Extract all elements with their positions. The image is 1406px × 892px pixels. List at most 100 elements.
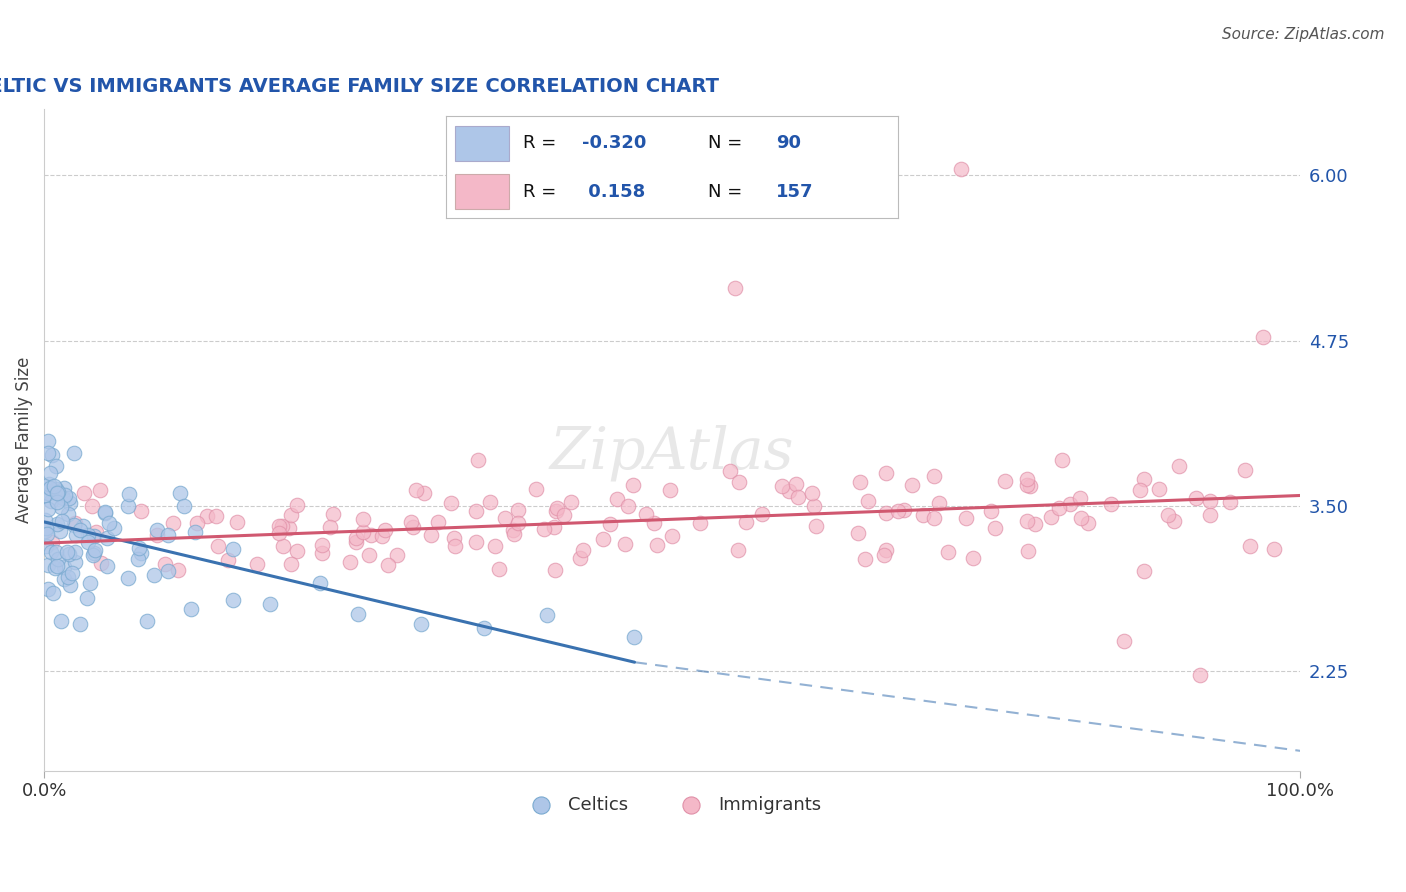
Point [51, 615, 73, 629]
Point [41, 534, 63, 549]
Point [374, 524, 396, 538]
Point [1199, 494, 1222, 508]
Text: CELTIC VS IMMIGRANTS AVERAGE FAMILY SIZE CORRELATION CHART: CELTIC VS IMMIGRANTS AVERAGE FAMILY SIZE… [0, 78, 718, 96]
Point [173, 499, 195, 513]
Point [1017, 478, 1039, 492]
Point [385, 548, 408, 562]
Point [402, 519, 425, 533]
Point [728, 475, 751, 490]
Point [553, 508, 575, 522]
Point [45, 485, 67, 500]
Point [1017, 472, 1039, 486]
Text: ZipAtlas: ZipAtlas [550, 425, 794, 482]
Point [893, 503, 915, 517]
Point [84, 525, 107, 540]
Point [689, 516, 711, 530]
Point [377, 558, 399, 572]
Point [69, 616, 91, 631]
Point [246, 557, 269, 571]
Point [37, 486, 59, 500]
Point [117, 499, 139, 513]
Text: Source: ZipAtlas.com: Source: ZipAtlas.com [1222, 27, 1385, 42]
Point [502, 524, 524, 538]
Point [1015, 514, 1038, 528]
Point [69, 523, 91, 537]
Point [153, 557, 176, 571]
Point [96, 559, 118, 574]
Point [1114, 634, 1136, 648]
Point [724, 281, 747, 295]
Point [346, 534, 368, 549]
Point [51, 500, 73, 514]
Point [49, 524, 72, 538]
Point [83, 528, 105, 542]
Point [156, 527, 179, 541]
Point [45, 495, 67, 509]
Point [167, 563, 190, 577]
Point [146, 527, 169, 541]
Point [65, 545, 87, 559]
Point [848, 526, 870, 541]
Point [1047, 501, 1070, 516]
Point [59, 578, 82, 592]
Point [259, 597, 281, 611]
Point [1024, 517, 1046, 532]
Point [44, 561, 66, 575]
Point [128, 541, 150, 556]
Point [41, 448, 63, 462]
Point [955, 511, 977, 525]
Point [48, 485, 70, 500]
Point [352, 512, 374, 526]
Point [311, 546, 333, 560]
Point [285, 544, 308, 558]
Point [770, 479, 793, 493]
Point [401, 515, 423, 529]
Point [803, 500, 825, 514]
Point [94, 506, 117, 520]
Point [443, 531, 465, 545]
Point [169, 485, 191, 500]
Point [464, 504, 486, 518]
Point [467, 453, 489, 467]
Point [53, 572, 76, 586]
Point [1099, 496, 1122, 510]
Point [994, 475, 1017, 489]
Point [82, 500, 104, 514]
Point [479, 494, 502, 508]
Point [278, 521, 301, 535]
Point [58, 491, 80, 505]
Point [778, 483, 800, 498]
Point [546, 500, 568, 515]
Point [319, 520, 342, 534]
Point [76, 534, 98, 549]
Point [65, 527, 87, 541]
Point [440, 496, 463, 510]
Point [56, 545, 79, 559]
Point [901, 478, 924, 492]
Point [659, 483, 682, 497]
Point [984, 520, 1007, 534]
Point [39, 466, 62, 480]
Point [1157, 508, 1180, 523]
Point [614, 536, 637, 550]
Point [506, 516, 529, 530]
Point [1070, 510, 1092, 524]
Point [1239, 539, 1261, 553]
Point [645, 537, 668, 551]
Point [58, 547, 80, 561]
Point [352, 525, 374, 540]
Point [280, 557, 302, 571]
Point [621, 478, 644, 492]
Point [207, 539, 229, 553]
Point [643, 516, 665, 530]
Point [911, 508, 934, 522]
Point [786, 490, 808, 504]
Point [405, 483, 427, 497]
Point [464, 535, 486, 549]
Point [309, 575, 332, 590]
Point [875, 506, 897, 520]
Point [180, 601, 202, 615]
Point [34, 513, 56, 527]
Point [1263, 541, 1285, 556]
Point [118, 487, 141, 501]
